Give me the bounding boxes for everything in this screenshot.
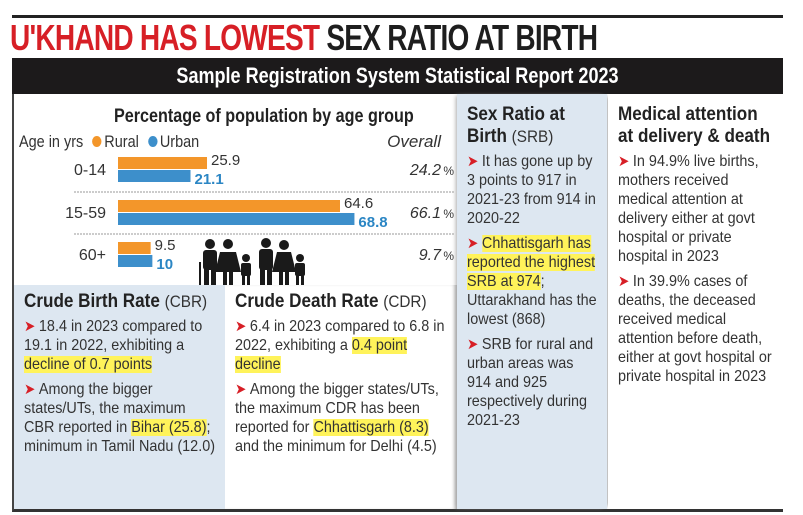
category-label: 60+: [79, 247, 106, 264]
chart-legend: Age in yrs Rural Urban: [19, 132, 199, 152]
headline: U'KHAND HAS LOWEST SEX RATIO AT BIRTH: [10, 17, 598, 58]
chart-title: Percentage of population by age group: [114, 106, 414, 127]
medical-point-2: ➤ In 39.9% cases of deaths, the deceased …: [618, 272, 775, 386]
data-label-rural: 25.9: [211, 152, 240, 169]
category-label: 15-59: [65, 205, 106, 222]
overall-unit: %: [443, 164, 454, 178]
data-label-urban: 21.1: [195, 171, 224, 188]
arrow-bullet-icon: ➤: [467, 336, 479, 353]
cbr-p2-highlight: Bihar (25.8): [131, 419, 207, 436]
data-label-urban: 10: [156, 256, 173, 273]
overall-unit: %: [443, 207, 454, 221]
cdr-abbr: (CDR): [383, 292, 427, 311]
arrow-bullet-icon: ➤: [618, 273, 630, 290]
cdr-panel: Crude Death Rate (CDR) ➤ 6.4 in 2023 comp…: [225, 285, 457, 509]
cbr-p2-text: Among the bigger states/UTs, the maximum…: [24, 381, 186, 436]
arrow-bullet-icon: ➤: [24, 381, 36, 398]
srb-abbr: (SRB): [511, 127, 554, 146]
headline-dark: SEX RATIO AT BIRTH: [326, 17, 598, 58]
srb-p2-text: ; Uttarakhand has the lowest (868): [467, 273, 597, 328]
overall-header: Overall: [387, 132, 441, 151]
age-group-chart: Percentage of population by age group Ag…: [14, 94, 455, 285]
srb-title: Sex Ratio at Birth (SRB): [467, 104, 599, 148]
cdr-p2-text: Among the bigger states/UTs, the maximum…: [235, 381, 439, 436]
overall-value: 24.2: [409, 162, 441, 179]
overall-value: 66.1: [410, 205, 441, 222]
category-label: 0-14: [74, 162, 106, 179]
srb-panel: Sex Ratio at Birth (SRB) ➤ It has gone up…: [457, 94, 607, 509]
bar-rural: [118, 242, 151, 254]
cdr-point-1: ➤ 6.4 in 2023 compared to 6.8 in 2022, ex…: [235, 317, 449, 374]
cbr-p1-highlight: decline of 0.7 points: [24, 356, 153, 373]
medical-panel: Medical attention at delivery & death ➤ I…: [608, 94, 783, 509]
cdr-point-2: ➤ Among the bigger states/UTs, the maximu…: [235, 380, 449, 456]
cbr-point-1: ➤ 18.4 in 2023 compared to 19.1 in 2022, …: [24, 317, 217, 374]
cbr-title-text: Crude Birth Rate: [24, 291, 160, 312]
arrow-bullet-icon: ➤: [235, 381, 247, 398]
bar-urban: [118, 213, 355, 225]
overall-unit: %: [443, 249, 454, 263]
srb-point-2: ➤ Chhattisgarh has reported the highest S…: [467, 234, 599, 329]
cdr-p1-text: 6.4 in 2023 compared to 6.8 in 2022, exh…: [235, 318, 445, 354]
cdr-title-text: Crude Death Rate: [235, 291, 379, 312]
legend-rural-label: Rural: [104, 132, 139, 151]
arrow-bullet-icon: ➤: [618, 153, 630, 170]
srb-point-3: ➤ SRB for rural and urban areas was 914 a…: [467, 335, 599, 430]
medical-point-1: ➤ In 94.9% live births, mothers received …: [618, 152, 775, 266]
bar-rural: [118, 200, 340, 212]
bar-urban: [118, 255, 153, 267]
legend-urban-dot: [147, 136, 158, 147]
srb-point-1: ➤ It has gone up by 3 points to 917 in 20…: [467, 152, 599, 228]
cbr-panel: Crude Birth Rate (CBR) ➤ 18.4 in 2023 com…: [14, 285, 225, 509]
data-label-urban: 68.8: [358, 214, 387, 231]
legend-rural-dot: [92, 136, 102, 147]
cbr-abbr: (CBR): [164, 292, 208, 311]
srb-title-text: Sex Ratio at Birth: [467, 104, 565, 147]
bars-svg: 0-14 25.9 21.1 24.2 % 15-59 64.6 68.8 66.1 % 60+ 9.…: [65, 152, 455, 273]
cbr-p1-text: 18.4 in 2023 compared to 19.1 in 2022, e…: [24, 318, 203, 354]
cbr-point-2: ➤ Among the bigger states/UTs, the maximu…: [24, 380, 217, 456]
data-label-rural: 64.6: [344, 195, 373, 212]
headline-red: U'KHAND HAS LOWEST: [10, 17, 320, 58]
srb-p2-highlight: Chhattisgarh has reported the highest SR…: [467, 235, 596, 290]
medical-title: Medical attention at delivery & death: [618, 104, 771, 147]
arrow-bullet-icon: ➤: [235, 318, 247, 335]
cbr-p2-text-end: ; minimum in Tamil Nadu (12.0): [24, 419, 215, 455]
category-axis-label: Age in yrs: [19, 132, 84, 151]
cdr-title: Crude Death Rate (CDR): [235, 291, 449, 313]
subheader-band: Sample Registration System Statistical R…: [12, 58, 783, 94]
bar-rural: [118, 157, 208, 169]
cdr-p2-text-end: and the minimum for Delhi (4.5): [235, 438, 437, 455]
medical-p2-text: In 39.9% cases of deaths, the deceased r…: [618, 273, 772, 385]
cbr-title: Crude Birth Rate (CBR): [24, 291, 217, 313]
legend-urban-label: Urban: [159, 132, 200, 151]
arrow-bullet-icon: ➤: [467, 235, 479, 252]
cdr-p2-highlight: Chhattisgarh (8.3): [313, 419, 429, 436]
data-label-rural: 9.5: [155, 237, 176, 254]
medical-p1-text: In 94.9% live births, mothers received m…: [618, 153, 759, 265]
family-people-icon: [199, 238, 305, 286]
srb-p3-text: SRB for rural and urban areas was 914 an…: [467, 336, 594, 429]
arrow-bullet-icon: ➤: [24, 318, 36, 335]
top-rule: [12, 15, 783, 18]
frame: [12, 94, 783, 512]
overall-value: 9.7: [419, 247, 442, 264]
arrow-bullet-icon: ➤: [467, 153, 479, 170]
subheader-text: Sample Registration System Statistical R…: [176, 63, 619, 88]
bar-urban: [118, 170, 191, 182]
srb-p1-text: It has gone up by 3 points to 917 in 202…: [467, 153, 596, 227]
